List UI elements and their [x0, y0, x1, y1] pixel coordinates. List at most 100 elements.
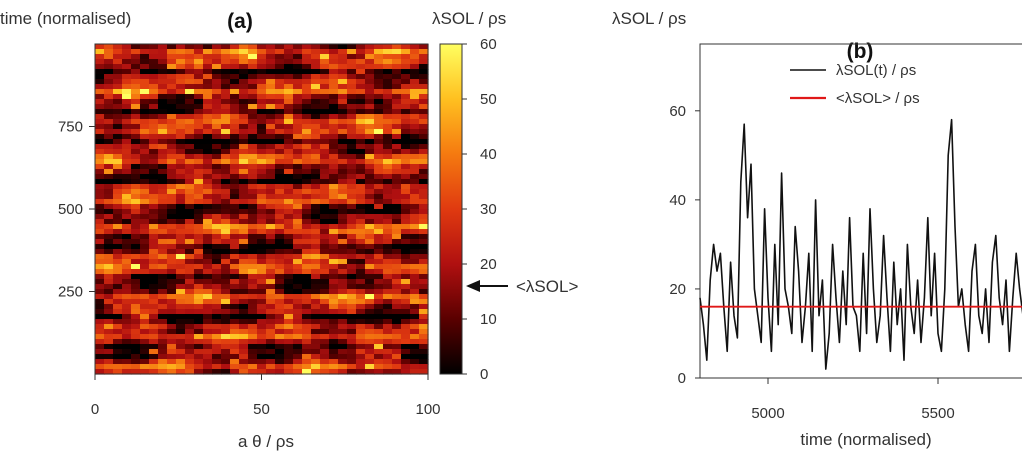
heatmap-cell [266, 324, 276, 330]
heatmap-cell [104, 234, 114, 240]
heatmap-cell [131, 144, 141, 150]
heatmap-cell [320, 199, 330, 205]
heatmap-cell [275, 244, 285, 250]
heatmap-cell [131, 264, 141, 270]
heatmap-cell [383, 314, 393, 320]
heatmap-cell [392, 354, 402, 360]
heatmap-cell [419, 94, 429, 100]
heatmap-cell [311, 349, 321, 355]
heatmap-cell [248, 169, 258, 175]
heatmap-cell [185, 279, 195, 285]
heatmap-x-tick-label: 0 [91, 401, 99, 418]
heatmap-cell [203, 79, 213, 85]
heatmap-cell [374, 144, 384, 150]
heatmap-cell [293, 134, 303, 140]
heatmap-cell [140, 199, 150, 205]
heatmap-cell [284, 44, 294, 50]
heatmap-cell [230, 204, 240, 210]
heatmap-cell [419, 219, 429, 225]
heatmap-cell [347, 259, 357, 265]
heatmap-cell [356, 304, 366, 310]
heatmap-cell [320, 89, 330, 95]
heatmap-cell [293, 99, 303, 105]
heatmap-cell [419, 324, 429, 330]
heatmap-cell [212, 169, 222, 175]
heatmap-cell [419, 129, 429, 135]
heatmap-cell [239, 234, 249, 240]
heatmap-cell [257, 294, 267, 300]
heatmap-cell [212, 49, 222, 55]
heatmap-cell [275, 214, 285, 220]
heatmap-cell [257, 194, 267, 200]
heatmap-cell [113, 179, 123, 185]
heatmap-cell [347, 349, 357, 355]
heatmap-cell [374, 349, 384, 355]
heatmap-cell [104, 64, 114, 70]
heatmap-cell [239, 344, 249, 350]
heatmap-cell [410, 369, 420, 375]
heatmap-cell [410, 144, 420, 150]
heatmap-cell [113, 289, 123, 295]
heatmap-cell [194, 124, 204, 130]
heatmap-cell [221, 269, 231, 275]
heatmap-cell [356, 359, 366, 365]
heatmap-cell [122, 94, 132, 100]
heatmap-cell [176, 369, 186, 375]
heatmap-cell [293, 224, 303, 230]
colorbar-tick-label: 20 [480, 256, 497, 273]
heatmap-cell [149, 319, 159, 325]
heatmap-cell [410, 269, 420, 275]
heatmap-cell [347, 364, 357, 370]
heatmap-cell [392, 144, 402, 150]
heatmap-cell [230, 199, 240, 205]
heatmap-cell [221, 329, 231, 335]
heatmap-cell [95, 309, 105, 315]
heatmap-cell [410, 154, 420, 160]
heatmap-cell [356, 84, 366, 90]
heatmap-cell [374, 84, 384, 90]
heatmap-cell [392, 329, 402, 335]
heatmap-cell [95, 179, 105, 185]
heatmap-cell [221, 89, 231, 95]
heatmap-cell [140, 279, 150, 285]
heatmap-cell [248, 289, 258, 295]
heatmap-cell [266, 259, 276, 265]
heatmap-cell [365, 74, 375, 80]
heatmap-cell [275, 359, 285, 365]
heatmap-cell [212, 334, 222, 340]
heatmap-cell [338, 264, 348, 270]
heatmap-cell [302, 59, 312, 65]
heatmap-cell [311, 319, 321, 325]
heatmap-cell [158, 174, 168, 180]
heatmap-cell [284, 319, 294, 325]
heatmap-cell [311, 354, 321, 360]
heatmap-cell [122, 129, 132, 135]
heatmap-cell [410, 264, 420, 270]
heatmap-cell [140, 284, 150, 290]
heatmap-cell [338, 114, 348, 120]
heatmap-cell [347, 99, 357, 105]
heatmap-cell [194, 304, 204, 310]
heatmap-cell [185, 84, 195, 90]
heatmap-cell [329, 359, 339, 365]
heatmap-cell [293, 109, 303, 115]
heatmap-cell [311, 94, 321, 100]
heatmap-cell [284, 49, 294, 55]
heatmap-cell [365, 334, 375, 340]
heatmap-cell [203, 209, 213, 215]
heatmap-cell [194, 274, 204, 280]
heatmap-cell [329, 329, 339, 335]
heatmap-cell [113, 139, 123, 145]
heatmap-cell [293, 344, 303, 350]
heatmap-cell [266, 319, 276, 325]
heatmap-cell [392, 174, 402, 180]
heatmap-cell [203, 114, 213, 120]
heatmap-cell [365, 174, 375, 180]
heatmap-cell [356, 144, 366, 150]
heatmap-cell [113, 149, 123, 155]
heatmap-cell [176, 359, 186, 365]
heatmap-cell [302, 64, 312, 70]
heatmap-cell [293, 304, 303, 310]
heatmap-cell [347, 84, 357, 90]
heatmap-cell [275, 344, 285, 350]
